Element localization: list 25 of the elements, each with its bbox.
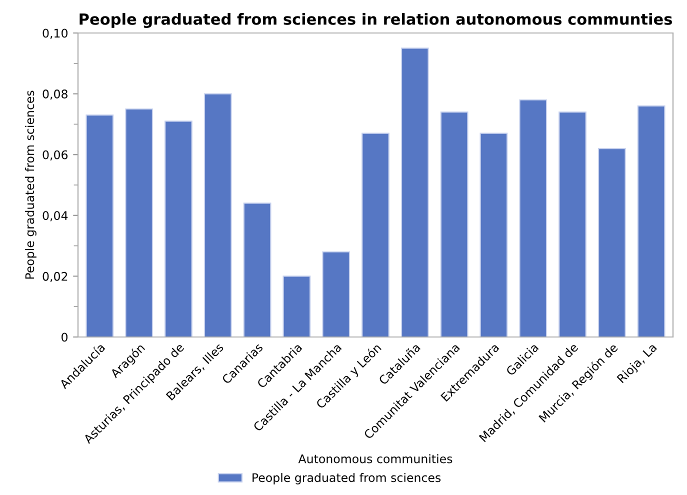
y-tick-label: 0,08 bbox=[42, 90, 68, 100]
bar bbox=[282, 276, 311, 337]
chart-title: People graduated from sciences in relation autonomous communties bbox=[80, 13, 672, 28]
bar bbox=[86, 114, 114, 337]
bar bbox=[125, 108, 154, 337]
y-tick-label: 0,04 bbox=[42, 211, 68, 222]
y-tick-label: 0 bbox=[62, 332, 68, 342]
y-tick-label: 0,02 bbox=[42, 272, 68, 282]
bar bbox=[480, 132, 508, 337]
bar bbox=[558, 111, 586, 337]
y-tick-label: 0,06 bbox=[42, 150, 68, 160]
bar bbox=[637, 105, 666, 337]
bar bbox=[322, 251, 350, 337]
bar bbox=[400, 48, 429, 337]
y-tick-label: 0,10 bbox=[42, 28, 68, 39]
bar bbox=[440, 111, 468, 337]
bar bbox=[362, 132, 390, 337]
legend-label: People graduated from sciences bbox=[252, 472, 441, 484]
bar bbox=[164, 120, 192, 337]
bar bbox=[243, 202, 272, 337]
bar bbox=[204, 93, 232, 337]
x-axis-title: Autonomous communities bbox=[298, 454, 452, 464]
y-axis-title: People graduated from sciences bbox=[25, 90, 36, 279]
bar bbox=[598, 148, 626, 337]
bar bbox=[519, 99, 548, 337]
